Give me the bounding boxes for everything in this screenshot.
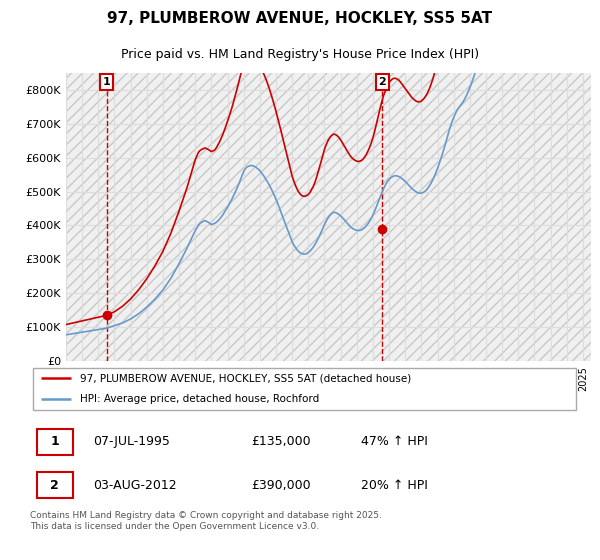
Text: HPI: Average price, detached house, Rochford: HPI: Average price, detached house, Roch… [80,394,319,404]
Text: 2: 2 [379,77,386,87]
FancyBboxPatch shape [33,367,577,410]
Text: 1: 1 [50,435,59,449]
Text: 03-AUG-2012: 03-AUG-2012 [94,479,177,492]
Text: 47% ↑ HPI: 47% ↑ HPI [361,435,428,449]
Text: Contains HM Land Registry data © Crown copyright and database right 2025.
This d: Contains HM Land Registry data © Crown c… [30,511,382,531]
Text: 1: 1 [103,77,110,87]
Text: £390,000: £390,000 [251,479,310,492]
Text: 20% ↑ HPI: 20% ↑ HPI [361,479,428,492]
Text: 07-JUL-1995: 07-JUL-1995 [94,435,170,449]
Text: 2: 2 [50,479,59,492]
FancyBboxPatch shape [37,429,73,455]
FancyBboxPatch shape [37,472,73,498]
Text: 97, PLUMBEROW AVENUE, HOCKLEY, SS5 5AT: 97, PLUMBEROW AVENUE, HOCKLEY, SS5 5AT [107,11,493,26]
Text: Price paid vs. HM Land Registry's House Price Index (HPI): Price paid vs. HM Land Registry's House … [121,48,479,61]
Text: £135,000: £135,000 [251,435,310,449]
Text: 97, PLUMBEROW AVENUE, HOCKLEY, SS5 5AT (detached house): 97, PLUMBEROW AVENUE, HOCKLEY, SS5 5AT (… [80,373,411,383]
